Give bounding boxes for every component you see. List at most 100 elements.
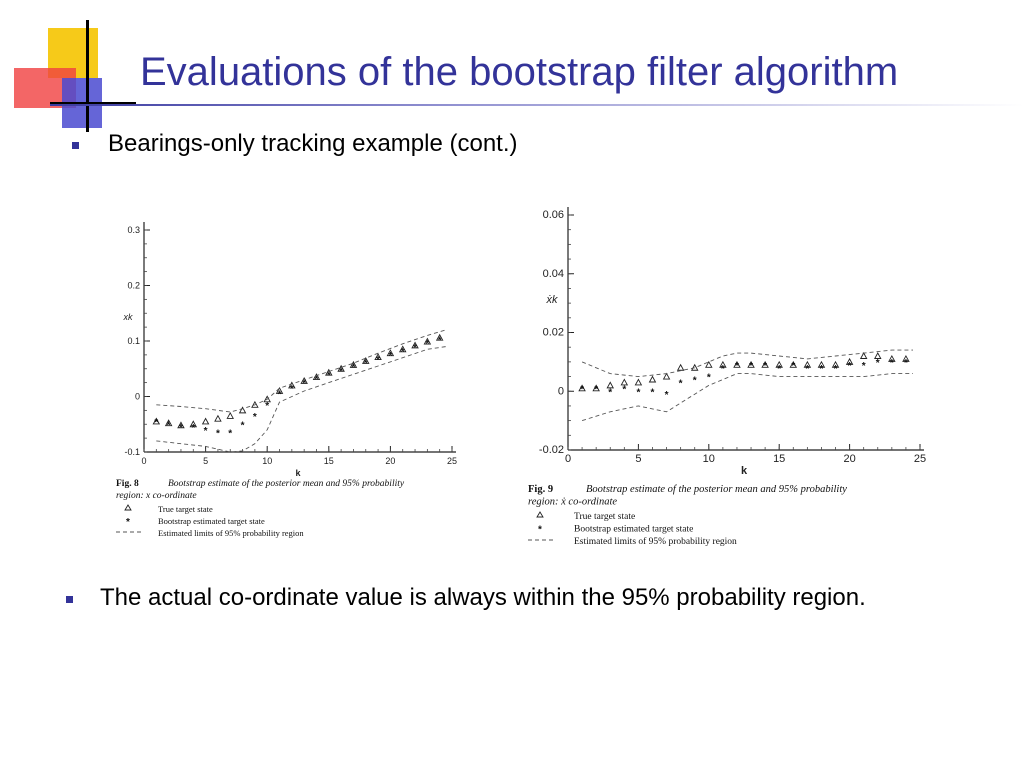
fig9-true-state-point — [705, 360, 713, 368]
fig9-estimate-point: * — [608, 387, 612, 398]
fig8-y-tick-label: 0.3 — [127, 225, 140, 235]
fig8-figure-label: Fig. 8 — [116, 479, 139, 489]
fig8-x-tick-label: 10 — [262, 456, 272, 466]
fig8-y-tick-label: 0.1 — [127, 336, 140, 346]
fig9-x-axis-label: k — [741, 465, 748, 477]
fig8-x-tick-label: 25 — [447, 456, 457, 466]
bullet-text-2: The actual co-ordinate value is always w… — [100, 584, 866, 611]
fig8-legend-label: Estimated limits of 95% probability regi… — [158, 528, 304, 538]
title-underline — [50, 104, 1024, 106]
fig9-estimate-point: * — [693, 376, 697, 387]
fig9-x-tick-label: 25 — [914, 453, 926, 465]
fig9-y-axis-label: ẋk — [546, 294, 559, 306]
fig9-estimate-point: * — [848, 361, 852, 372]
fig8-caption-line-2: region: x co-ordinate — [116, 491, 197, 501]
fig9-estimate-point: * — [749, 361, 753, 372]
fig8-estimate-point: * — [327, 370, 331, 381]
fig8-true-state-point — [325, 368, 333, 376]
fig8-true-state-point — [423, 337, 432, 345]
fig8-y-tick-label: -0.1 — [124, 447, 140, 457]
fig9-true-state-point — [775, 360, 783, 368]
fig8-true-state-point — [238, 406, 247, 414]
fig8-legend-label: True target state — [158, 504, 213, 514]
fig9-caption-line-2: region: ẋ co-ordinate — [528, 497, 617, 508]
fig8-estimate-point: * — [290, 384, 294, 395]
fig9-true-state-point — [733, 360, 741, 368]
fig8-true-state-point — [201, 417, 210, 425]
fig8-true-state-point — [288, 381, 296, 389]
fig8-true-state-point — [152, 417, 161, 425]
fig8-true-state-point — [398, 345, 407, 353]
fig9-x-tick-label: 10 — [703, 453, 715, 465]
fig8-legend-star-icon: * — [126, 517, 130, 528]
fig9-true-state-point — [690, 363, 699, 371]
fig9-estimate-point: * — [791, 361, 795, 372]
fig8-estimate-point: * — [438, 335, 442, 346]
fig8-y-axis-label: xk — [123, 312, 134, 322]
fig9-estimate-point: * — [594, 384, 598, 395]
bullet-marker — [72, 142, 79, 149]
fig9-estimate-point: * — [763, 361, 767, 372]
fig9-estimate-point: * — [777, 364, 781, 375]
fig9-true-state-point — [648, 375, 657, 383]
fig8-true-state-point — [386, 349, 395, 357]
fig9-true-state-point — [606, 381, 614, 389]
fig9-caption-line-1: Bootstrap estimate of the posterior mean… — [586, 484, 847, 495]
fig8-estimate-point: * — [253, 412, 257, 423]
fig8-estimate-point: * — [278, 390, 282, 401]
fig9-estimate-point: * — [904, 358, 908, 369]
fig8-estimate-point: * — [265, 401, 269, 412]
fig9-true-state-point — [719, 360, 727, 368]
fig9-true-state-point — [817, 360, 826, 368]
fig9-true-state-point — [676, 363, 685, 371]
fig8-true-state-point — [349, 360, 358, 368]
fig9-legend-star-icon: * — [538, 525, 542, 536]
fig8-true-state-point — [275, 387, 284, 394]
fig9-y-tick-label: 0.02 — [543, 327, 564, 339]
fig9-legend-label: Bootstrap estimated target state — [574, 525, 693, 535]
fig8-true-state-point — [214, 414, 222, 422]
fig9-true-state-point — [831, 360, 840, 368]
fig8-estimate-point: * — [364, 359, 368, 370]
fig8-estimate-point: * — [425, 339, 429, 350]
fig8-x-tick-label: 0 — [141, 456, 146, 466]
fig9-true-state-point — [859, 352, 868, 359]
fig9-limit-line — [581, 373, 913, 422]
fig8-x-axis-label: k — [295, 468, 301, 478]
fig8-true-state-point — [362, 357, 370, 364]
fig9-x-tick-label: 20 — [843, 453, 855, 465]
fig9-figure-label: Fig. 9 — [528, 484, 553, 495]
fig8-x-tick-label: 20 — [385, 456, 395, 466]
fig8-estimate-point: * — [315, 375, 319, 386]
fig9-estimate-point: * — [876, 358, 880, 369]
fig8-true-state-point — [177, 421, 185, 429]
fig9-limit-line — [581, 349, 913, 378]
fig9-estimate-point: * — [721, 364, 725, 375]
fig8-true-state-point — [312, 373, 321, 381]
bullet-text-1: Bearings-only tracking example (cont.) — [108, 130, 518, 157]
fig9-y-tick-label: 0.04 — [543, 268, 564, 280]
fig8-true-state-point — [337, 364, 345, 372]
fig8-true-state-point — [411, 341, 419, 349]
fig8-legend-label: Bootstrap estimated target state — [158, 516, 265, 526]
fig8-true-state-point — [435, 333, 444, 341]
fig8-legend-triangle-icon — [124, 504, 132, 511]
fig9-x-tick-label: 15 — [773, 453, 785, 465]
fig8-estimate-point: * — [401, 347, 405, 358]
fig8-true-state-point — [263, 395, 271, 403]
fig9-true-state-point — [620, 378, 629, 386]
fig9-legend-triangle-icon — [536, 511, 544, 518]
fig9-true-state-point — [888, 354, 896, 362]
fig8-true-state-point — [374, 353, 382, 361]
fig9-true-state-point — [634, 378, 643, 386]
fig8-x-tick-label: 5 — [203, 456, 208, 466]
fig9-estimate-point: * — [819, 364, 823, 375]
fig9-estimate-point: * — [805, 364, 809, 375]
fig9-estimate-point: * — [707, 373, 711, 384]
fig8-true-state-point — [164, 419, 173, 427]
fig8-estimate-point: * — [388, 351, 392, 362]
fig8-limit-line — [156, 329, 446, 413]
fig8-estimate-point: * — [228, 429, 232, 440]
fig8-x-tick-label: 15 — [324, 456, 334, 466]
